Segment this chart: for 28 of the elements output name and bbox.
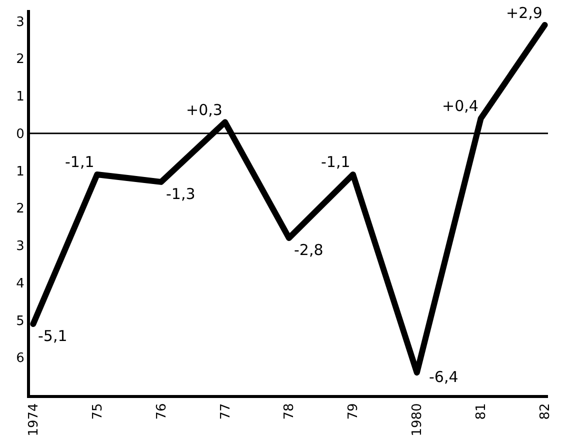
data-label: -1,1 [321,153,350,171]
x-tick-label: 82 [538,403,554,420]
y-tick-label: 4 [16,276,24,292]
y-tick-label: 2 [16,202,24,217]
y-tick-label: 2 [16,52,24,68]
data-label: -1,3 [166,185,196,203]
y-tick-label: 1 [16,164,24,180]
x-tick-label: 1980 [410,403,426,436]
data-label: -1,1 [65,153,94,171]
data-label: +0,4 [442,97,478,115]
y-tick-label: 1 [16,90,24,105]
x-tick-label: 79 [346,403,362,420]
x-tick-label: 81 [474,403,490,420]
y-tick-label: 3 [16,14,24,30]
data-label: +0,3 [186,101,222,119]
y-tick-label: 6 [16,351,24,366]
x-tick-label: 77 [218,403,234,420]
x-tick-label: 78 [282,403,298,420]
data-label: +2,9 [506,4,542,22]
x-tick-label: 76 [154,403,170,420]
data-label: -2,8 [294,241,324,259]
x-tick-label: 1974 [26,403,42,436]
data-label: -6,4 [429,368,458,386]
data-label: -5,1 [38,327,68,345]
x-tick-label: 75 [90,403,106,420]
y-tick-label: 3 [16,239,24,254]
y-tick-label: 5 [16,314,24,329]
y-tick-label: 0 [16,126,24,142]
